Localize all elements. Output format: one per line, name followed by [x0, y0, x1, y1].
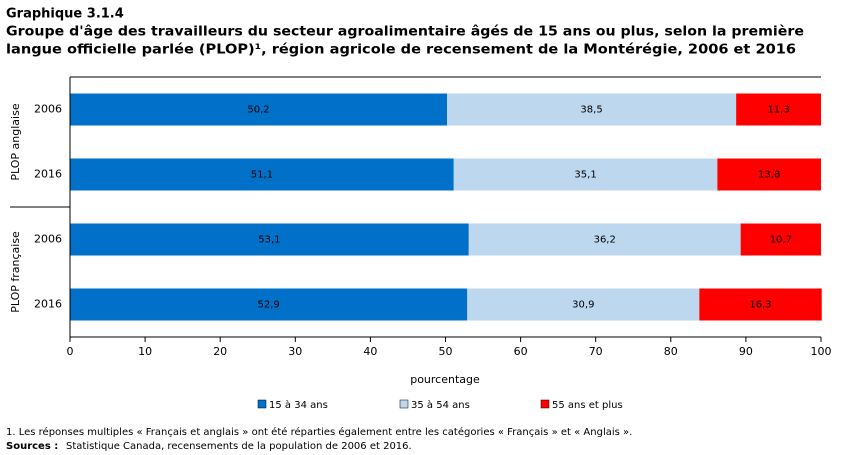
legend-label: 35 à 54 ans: [411, 399, 470, 411]
x-tick-label: 80: [664, 345, 678, 358]
x-tick-label: 30: [288, 345, 302, 358]
x-tick-label: 100: [811, 345, 832, 358]
bar-segment: [467, 288, 700, 321]
chart-subtitle: Groupe d'âge des travailleurs du secteur…: [6, 25, 804, 40]
y-tick-label: 2006: [34, 103, 62, 116]
bar-segment: [468, 223, 741, 256]
x-axis-title: pourcentage: [410, 373, 480, 386]
value-label: 52,9: [258, 300, 280, 311]
legend-swatch: [399, 399, 409, 409]
y-tick-label: 2006: [34, 233, 62, 246]
value-label: 11,3: [767, 105, 789, 116]
legend-swatch: [540, 399, 550, 409]
bar-segment: [736, 93, 821, 126]
legend-label: 15 à 34 ans: [269, 399, 328, 411]
bar-segment: [70, 158, 454, 191]
x-tick-label: 90: [739, 345, 753, 358]
value-label: 16,3: [749, 300, 771, 311]
group-label: PLOP française: [9, 231, 22, 313]
x-tick-label: 70: [589, 345, 603, 358]
bar-segment: [717, 158, 821, 191]
bar-segment: [453, 158, 718, 191]
bar-segment: [699, 288, 822, 321]
x-tick-label: 60: [514, 345, 528, 358]
y-tick-label: 2016: [34, 298, 62, 311]
source-label: Sources :: [6, 441, 58, 452]
value-label: 50,2: [247, 105, 269, 116]
bar-segment: [447, 93, 737, 126]
bar-segment: [70, 223, 469, 256]
group-label: PLOP anglaise: [9, 103, 22, 180]
value-label: 38,5: [580, 105, 602, 116]
bar-segment: [70, 93, 448, 126]
value-label: 30,9: [572, 300, 594, 311]
value-label: 13,8: [758, 170, 780, 181]
source-text: Statistique Canada, recensements de la p…: [66, 441, 412, 452]
x-tick-label: 40: [363, 345, 377, 358]
chart-subtitle: langue officielle parlée (PLOP)¹, région…: [6, 43, 796, 58]
x-tick-label: 10: [138, 345, 152, 358]
legend-swatch: [257, 399, 267, 409]
y-tick-label: 2016: [34, 168, 62, 181]
value-label: 53,1: [258, 235, 280, 246]
x-tick-label: 20: [213, 345, 227, 358]
footnote: 1. Les réponses multiples « Français et …: [6, 426, 632, 438]
value-label: 51,1: [251, 170, 273, 181]
value-label: 36,2: [594, 235, 616, 246]
value-label: 35,1: [574, 170, 596, 181]
bar-segment: [70, 288, 468, 321]
x-tick-label: 50: [439, 345, 453, 358]
chart-title: Graphique 3.1.4: [6, 7, 124, 22]
legend-label: 55 ans et plus: [552, 400, 623, 411]
value-label: 10,7: [770, 235, 792, 246]
bar-segment: [740, 223, 821, 256]
x-tick-label: 0: [67, 345, 74, 358]
